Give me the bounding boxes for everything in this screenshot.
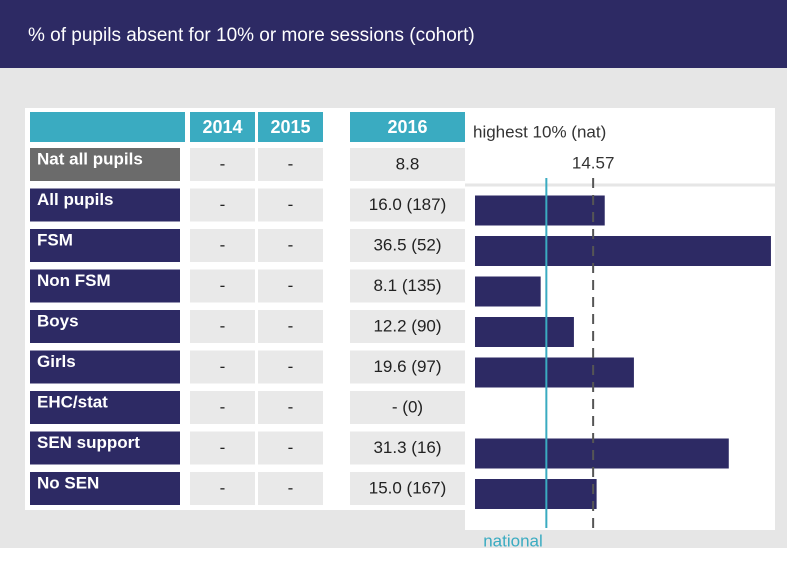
column-header-cell <box>190 112 255 142</box>
value-cell <box>190 229 255 262</box>
value-text: 16.0 (187) <box>369 195 447 214</box>
value-text: - <box>288 154 294 173</box>
value-cell <box>258 188 323 222</box>
row-label: Girls <box>37 352 76 371</box>
row-label-cell <box>30 148 180 181</box>
value-text: - <box>288 357 294 376</box>
column-header: 2016 <box>387 117 427 137</box>
value-text: 8.1 (135) <box>373 276 441 295</box>
bar <box>475 317 574 347</box>
value-text: - <box>288 235 294 254</box>
bar <box>475 438 729 469</box>
row-label: EHC/stat <box>37 392 108 411</box>
value-cell <box>350 350 465 384</box>
value-cell <box>258 148 323 181</box>
value-text: 12.2 (90) <box>373 316 441 335</box>
row-label: SEN support <box>37 433 140 452</box>
value-cell <box>350 229 465 262</box>
value-cell <box>190 269 255 303</box>
column-header: 2015 <box>270 117 310 137</box>
row-label-cell <box>30 391 180 424</box>
value-cell <box>350 310 465 343</box>
value-text: - <box>288 438 294 457</box>
row-label: Boys <box>37 311 79 330</box>
value-cell <box>190 310 255 343</box>
value-cell <box>190 350 255 384</box>
row-label: All pupils <box>37 190 114 209</box>
value-text: - <box>220 195 226 214</box>
value-cell <box>258 472 323 505</box>
row-label-cell <box>30 350 180 384</box>
row-label-cell <box>30 269 180 303</box>
header-title: % of pupils absent for 10% or more sessi… <box>28 25 475 46</box>
value-cell <box>350 391 465 424</box>
value-cell <box>190 391 255 424</box>
corner-cell <box>30 112 185 142</box>
value-cell <box>258 350 323 384</box>
value-text: - <box>220 316 226 335</box>
value-text: - <box>288 195 294 214</box>
bar <box>475 276 541 307</box>
value-text: - <box>220 478 226 497</box>
value-text: - <box>288 397 294 416</box>
value-cell <box>350 148 465 181</box>
value-cell <box>350 269 465 303</box>
column-header-cell <box>258 112 323 142</box>
value-cell <box>258 431 323 465</box>
bar <box>475 357 634 388</box>
value-text: - <box>288 316 294 335</box>
value-text: - <box>220 397 226 416</box>
value-cell <box>350 188 465 222</box>
value-text: - <box>288 478 294 497</box>
value-cell <box>190 472 255 505</box>
value-cell <box>350 431 465 465</box>
value-text: - <box>220 357 226 376</box>
value-text: - (0) <box>392 397 423 416</box>
value-cell <box>258 391 323 424</box>
highest-label: highest 10% (nat) <box>473 122 606 141</box>
bar <box>475 195 605 226</box>
value-text: - <box>220 154 226 173</box>
bar <box>475 479 597 509</box>
row-label-cell <box>30 188 180 222</box>
highest-value: 14.57 <box>572 153 615 172</box>
value-cell <box>190 431 255 465</box>
bar <box>475 236 771 266</box>
value-text: 15.0 (167) <box>369 478 447 497</box>
value-cell <box>190 148 255 181</box>
row-label-cell <box>30 431 180 465</box>
value-text: - <box>220 438 226 457</box>
column-header-cell <box>350 112 465 142</box>
value-text: 36.5 (52) <box>373 235 441 254</box>
row-label-cell <box>30 229 180 262</box>
value-cell <box>350 472 465 505</box>
row-label: FSM <box>37 230 73 249</box>
row-label-cell <box>30 472 180 505</box>
value-text: 19.6 (97) <box>373 357 441 376</box>
value-text: - <box>288 276 294 295</box>
value-text: - <box>220 235 226 254</box>
column-header: 2014 <box>202 117 242 137</box>
value-text: 31.3 (16) <box>373 438 441 457</box>
row-label: No SEN <box>37 473 99 492</box>
row-label-cell <box>30 310 180 343</box>
value-cell <box>258 229 323 262</box>
row-label: Non FSM <box>37 271 111 290</box>
value-cell <box>258 310 323 343</box>
national-label: national <box>483 531 543 550</box>
row-label: Nat all pupils <box>37 149 143 168</box>
value-text: - <box>220 276 226 295</box>
value-cell <box>190 188 255 222</box>
header-bar <box>0 0 787 68</box>
value-cell <box>258 269 323 303</box>
value-text: 8.8 <box>396 154 420 173</box>
